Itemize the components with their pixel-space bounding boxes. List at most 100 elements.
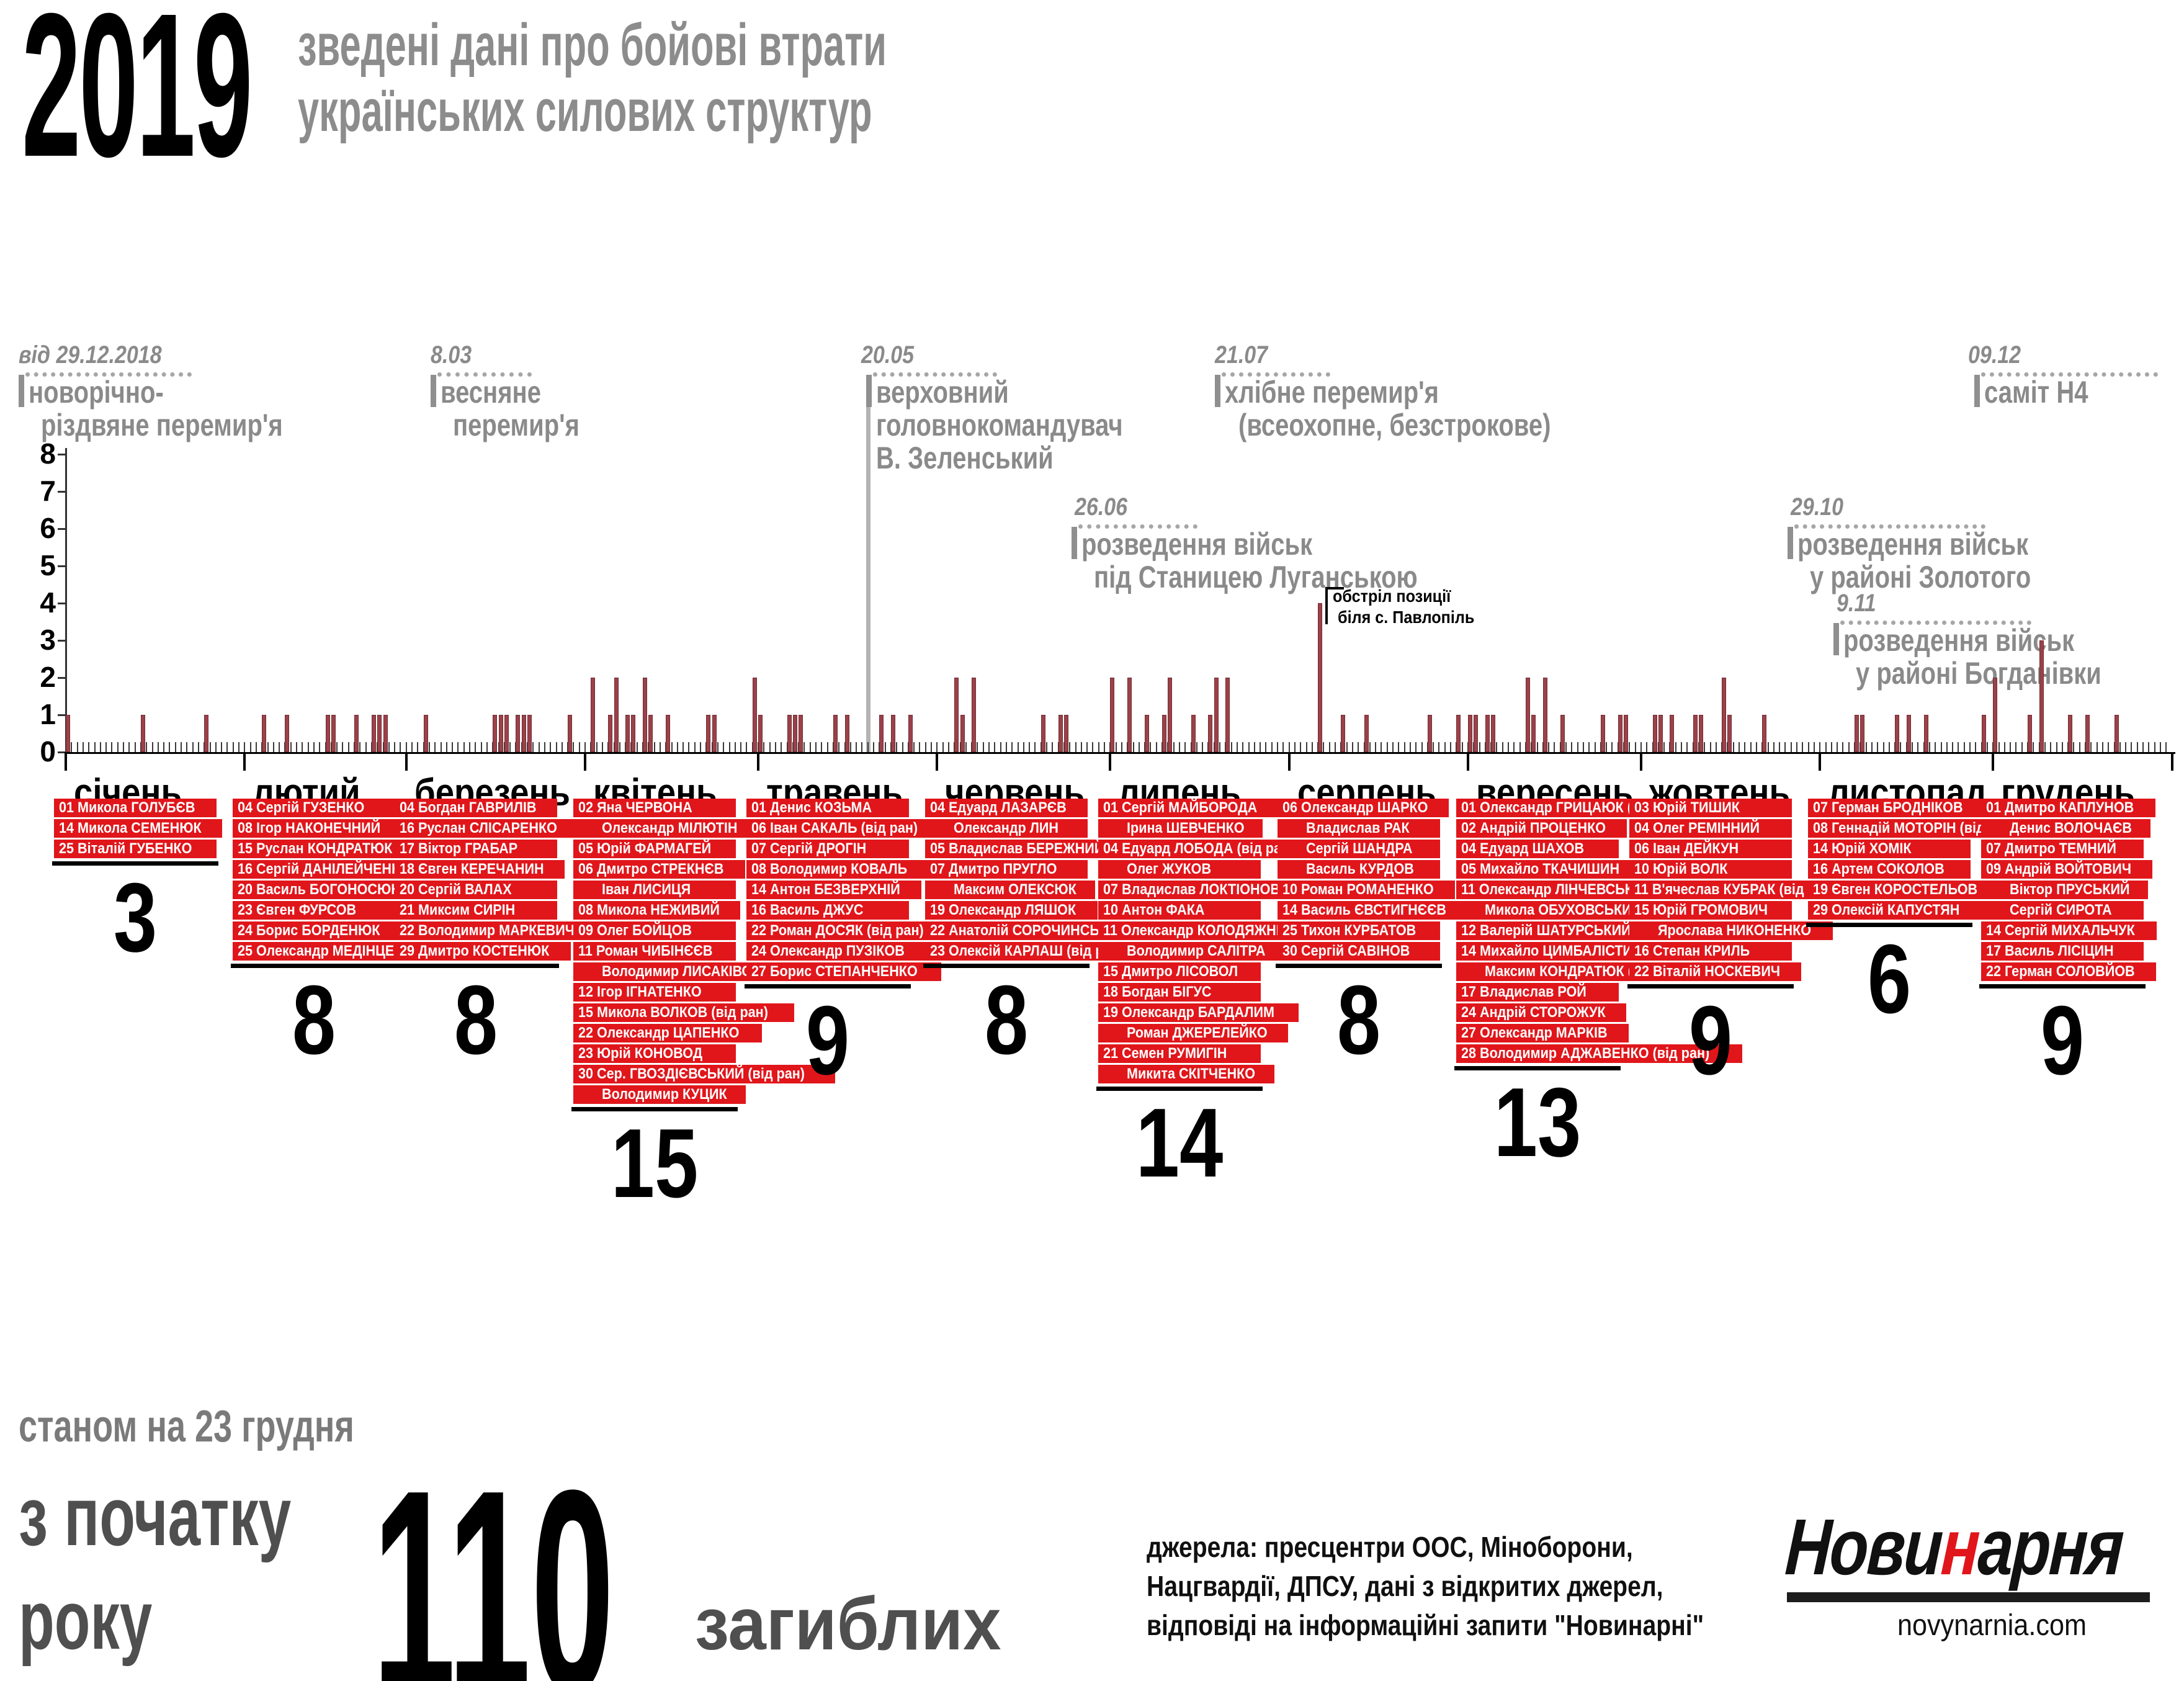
casualty-row: 15 Юрій ГРОМОВИЧ: [1629, 901, 1792, 920]
event-bracket-truce-ny: [19, 375, 24, 407]
casualty-row: 12 Ігор ІГНАТЕНКО: [573, 983, 736, 1002]
casualty-list-вересень: 01 Олександр ГРИЦАЮК (від ран) 02 Андрій …: [1456, 799, 1742, 1065]
event-annotation-line: новорічно-: [29, 375, 164, 410]
day-tick: [2165, 742, 2167, 752]
daily-loss-bar: [1906, 715, 1911, 752]
month-total-серпень: 8: [1336, 966, 1381, 1075]
day-tick: [550, 742, 552, 752]
day-tick: [2044, 742, 2046, 752]
day-tick: [763, 742, 765, 752]
day-tick: [1830, 742, 1832, 752]
day-tick: [2101, 742, 2103, 752]
casualty-row: Василь КУРДОВ: [1277, 860, 1440, 879]
day-tick: [977, 742, 978, 752]
month-boundary-tick: [1109, 752, 1112, 771]
casualty-list-січень: 01 Микола ГОЛУБЄВ 14 Микола СЕМЕНЮК 25 Віт…: [54, 799, 223, 860]
casualty-row: 04 Едуард ЛАЗАРЄВ: [925, 799, 1088, 817]
daily-loss-bar: [591, 678, 596, 752]
casualty-row: Віктор ПРУСЬКИЙ: [1981, 881, 2149, 899]
day-tick: [1940, 742, 1942, 752]
list-underline: [1096, 1087, 1263, 1091]
event-dotted-line-disengage-zolote: [1794, 524, 1985, 529]
day-tick: [1975, 742, 1977, 752]
casualty-row: 22 Віталій НОСКЕВИЧ: [1629, 962, 1802, 981]
daily-loss-bar: [1895, 715, 1900, 752]
day-tick: [1928, 742, 1930, 752]
day-tick: [365, 742, 367, 752]
day-tick: [821, 742, 823, 752]
total-killed-suffix: загиблих: [695, 1582, 1001, 1665]
y-axis-tick-label: 3: [40, 624, 56, 656]
y-axis-tick-label: 6: [40, 512, 56, 544]
day-tick: [723, 742, 725, 752]
casualty-row: 16 Руслан СЛІСАРЕНКО: [394, 819, 580, 838]
day-tick: [1155, 742, 1157, 752]
daily-loss-bar: [625, 715, 630, 752]
daily-loss-bar: [1600, 715, 1605, 752]
casualty-row: 24 Андрій СТОРОЖУК: [1456, 1003, 1627, 1022]
day-tick: [452, 742, 454, 752]
casualty-row: 09 Олег БОЙЦОВ: [573, 921, 736, 940]
day-tick: [1409, 742, 1411, 752]
day-tick: [238, 742, 239, 752]
day-tick: [584, 742, 586, 752]
day-tick: [676, 742, 678, 752]
day-tick: [1000, 742, 1001, 752]
daily-loss-bar: [1058, 715, 1063, 752]
casualty-row: 01 Сергій МАЙБОРОДА: [1098, 799, 1280, 817]
daily-loss-bar: [498, 715, 503, 752]
day-tick: [1629, 742, 1631, 752]
list-underline: [392, 964, 559, 968]
day-tick: [1132, 742, 1134, 752]
day-tick: [1351, 742, 1353, 752]
day-tick: [1236, 742, 1238, 752]
casualty-row: 23 Юрій КОНОВОД: [573, 1044, 736, 1063]
casualty-row: Іван ЛИСИЦЯ: [573, 881, 736, 899]
day-tick: [1294, 742, 1296, 752]
subtitle-line-1: зведені дані про бойові втрати: [298, 12, 887, 78]
day-tick: [1611, 742, 1613, 752]
day-tick: [445, 742, 447, 752]
day-tick: [186, 742, 188, 752]
y-axis-tick: [58, 603, 65, 604]
day-tick: [128, 742, 130, 752]
daily-loss-bar: [1063, 715, 1068, 752]
daily-loss-bar: [1618, 715, 1622, 752]
casualty-row: 27 Борис СТЕПАНЧЕНКО: [746, 962, 941, 981]
casualty-row: Роман ДЖЕРЕЛЕЙКО: [1098, 1024, 1289, 1042]
daily-loss-bar: [792, 715, 797, 752]
daily-loss-bar: [712, 715, 717, 752]
day-tick: [1796, 742, 1797, 752]
event-annotation-line: під Станицею Луганською: [1094, 560, 1418, 594]
day-tick: [1704, 742, 1706, 752]
day-tick: [1871, 742, 1873, 752]
day-tick: [1663, 742, 1665, 752]
casualty-row: Максим ОЛЕКСЮК: [925, 881, 1096, 899]
casualty-row: 05 Юрій ФАРМАГЕЙ: [573, 840, 736, 858]
day-tick: [197, 742, 199, 752]
day-tick: [1433, 742, 1434, 752]
casualty-row: 14 Василь ЄВСТИГНЄЄВ: [1277, 901, 1469, 920]
event-date-truce-spring: 8.03: [431, 341, 472, 369]
event-annotation-truce-bread: хлібне перемир'я (всеохопне, безстрокове): [1225, 376, 1629, 442]
y-axis-line: [65, 448, 67, 752]
day-tick: [2119, 742, 2121, 752]
daily-loss-bar: [833, 715, 838, 752]
day-tick: [1115, 742, 1117, 752]
day-tick: [151, 742, 153, 752]
month-boundary-tick: [757, 752, 759, 771]
casualty-row: 06 Іван ДЕЙКУН: [1629, 840, 1792, 858]
casualty-row: 18 Богдан БІГУС: [1098, 983, 1261, 1002]
day-tick: [405, 742, 407, 752]
casualty-row: 17 Василь ЛІСІЦИН: [1981, 942, 2144, 961]
day-tick: [1935, 742, 1936, 752]
day-tick: [1865, 742, 1867, 752]
day-tick: [1202, 742, 1204, 752]
day-tick: [1398, 742, 1400, 752]
day-tick: [596, 742, 597, 752]
event-bracket-truce-spring: [431, 375, 436, 407]
daily-loss-bar: [1110, 678, 1115, 752]
day-tick: [1260, 742, 1261, 752]
day-tick: [215, 742, 217, 752]
casualty-row: 29 Олексій КАПУСТЯН: [1808, 901, 1981, 920]
